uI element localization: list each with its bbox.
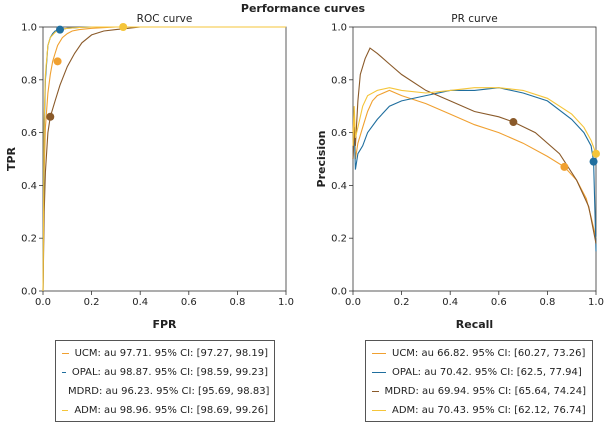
pr-x-tick-label: 0.6 (491, 297, 507, 308)
roc-operating-point-1 (56, 25, 65, 34)
roc-title: ROC curve (137, 13, 193, 25)
legend-entry: ADM: au 98.96. 95% CI: [98.69, 99.26] (62, 401, 268, 420)
legend-swatch (372, 353, 386, 354)
roc-legend: UCM: au 97.71. 95% CI: [97.27, 98.19] OPA… (55, 340, 275, 422)
pr-y-tick-label: 0.2 (331, 234, 347, 245)
figure-title: Performance curves (240, 2, 366, 15)
pr-legend: UCM: au 66.82. 95% CI: [60.27, 73.26] OPA… (365, 340, 593, 422)
pr-operating-point-1 (589, 157, 598, 166)
roc-y-tick-label: 0.6 (21, 128, 37, 139)
roc-series-line-3 (42, 26, 286, 292)
pr-y-tick-label: 0.6 (331, 128, 347, 139)
pr-series-line-2 (352, 47, 597, 244)
roc-series-line-2 (42, 26, 286, 292)
pr-operating-point-0 (560, 162, 569, 171)
legend-label: ADM: au 98.96. 95% CI: [98.69, 99.26] (74, 405, 268, 416)
legend-entry: MDRD: au 96.23. 95% CI: [95.69, 98.83] (62, 382, 270, 401)
pr-x-tick-label: 0.8 (539, 297, 555, 308)
legend-label: UCM: au 97.71. 95% CI: [97.27, 98.19] (74, 348, 268, 359)
pr-plot-frame (352, 26, 597, 292)
pr-title: PR curve (451, 13, 497, 25)
pr-x-label: Recall (456, 318, 493, 331)
roc-operating-point-0 (53, 57, 62, 66)
legend-entry: MDRD: au 69.94. 95% CI: [65.64, 74.24] (372, 382, 586, 401)
roc-operating-point-2 (46, 112, 55, 121)
pr-y-tick-label: 0.0 (331, 287, 347, 298)
legend-label: MDRD: au 69.94. 95% CI: [65.64, 74.24] (384, 386, 586, 397)
roc-x-tick-label: 0.6 (181, 297, 197, 308)
pr-y-tick-label: 1.0 (331, 23, 347, 34)
roc-x-tick-label: 0.2 (84, 297, 100, 308)
roc-x-tick-label: 0.4 (132, 297, 148, 308)
legend-entry: UCM: au 97.71. 95% CI: [97.27, 98.19] (62, 344, 268, 363)
roc-x-tick-label: 0.8 (229, 297, 245, 308)
legend-label: OPAL: au 98.87. 95% CI: [98.59, 99.23] (71, 367, 268, 378)
legend-swatch (372, 372, 386, 373)
pr-series-line-3 (352, 87, 597, 154)
pr-x-tick-label: 1.0 (588, 297, 604, 308)
legend-swatch (62, 410, 69, 411)
pr-x-tick-label: 0.0 (345, 297, 361, 308)
roc-x-tick-label: 1.0 (278, 297, 294, 308)
legend-swatch (372, 391, 379, 392)
pr-operating-point-2 (509, 118, 518, 127)
roc-y-tick-label: 1.0 (21, 23, 37, 34)
legend-label: UCM: au 66.82. 95% CI: [60.27, 73.26] (392, 348, 586, 359)
roc-x-tick-label: 0.0 (35, 297, 51, 308)
roc-y-tick-label: 0.8 (21, 75, 37, 86)
roc-y-tick-label: 0.0 (21, 287, 37, 298)
pr-x-tick-label: 0.4 (442, 297, 458, 308)
roc-y-tick-label: 0.4 (21, 181, 37, 192)
pr-y-tick-label: 0.8 (331, 75, 347, 86)
roc-plot-frame (42, 26, 287, 292)
pr-series-line-0 (352, 89, 597, 239)
legend-entry: UCM: au 66.82. 95% CI: [60.27, 73.26] (372, 344, 586, 363)
legend-entry: OPAL: au 98.87. 95% CI: [98.59, 99.23] (62, 363, 268, 382)
pr-series-line-1 (352, 87, 597, 252)
roc-operating-point-3 (119, 23, 128, 31)
legend-entry: OPAL: au 70.42. 95% CI: [62.5, 77.94] (372, 363, 586, 382)
roc-y-label: TPR (5, 146, 18, 171)
pr-x-tick-label: 0.2 (394, 297, 410, 308)
legend-swatch (372, 410, 386, 411)
legend-swatch (62, 372, 66, 373)
legend-label: ADM: au 70.43. 95% CI: [62.12, 76.74] (392, 405, 586, 416)
legend-swatch (62, 353, 69, 354)
roc-y-tick-label: 0.2 (21, 234, 37, 245)
roc-series-line-0 (42, 26, 286, 292)
roc-x-label: FPR (152, 318, 177, 331)
legend-entry: ADM: au 70.43. 95% CI: [62.12, 76.74] (372, 401, 586, 420)
pr-operating-point-3 (592, 149, 600, 158)
pr-y-tick-label: 0.4 (331, 181, 347, 192)
legend-label: MDRD: au 96.23. 95% CI: [95.69, 98.83] (68, 386, 270, 397)
roc-series-line-1 (42, 26, 286, 292)
pr-y-label: Precision (315, 131, 328, 188)
legend-label: OPAL: au 70.42. 95% CI: [62.5, 77.94] (392, 367, 582, 378)
